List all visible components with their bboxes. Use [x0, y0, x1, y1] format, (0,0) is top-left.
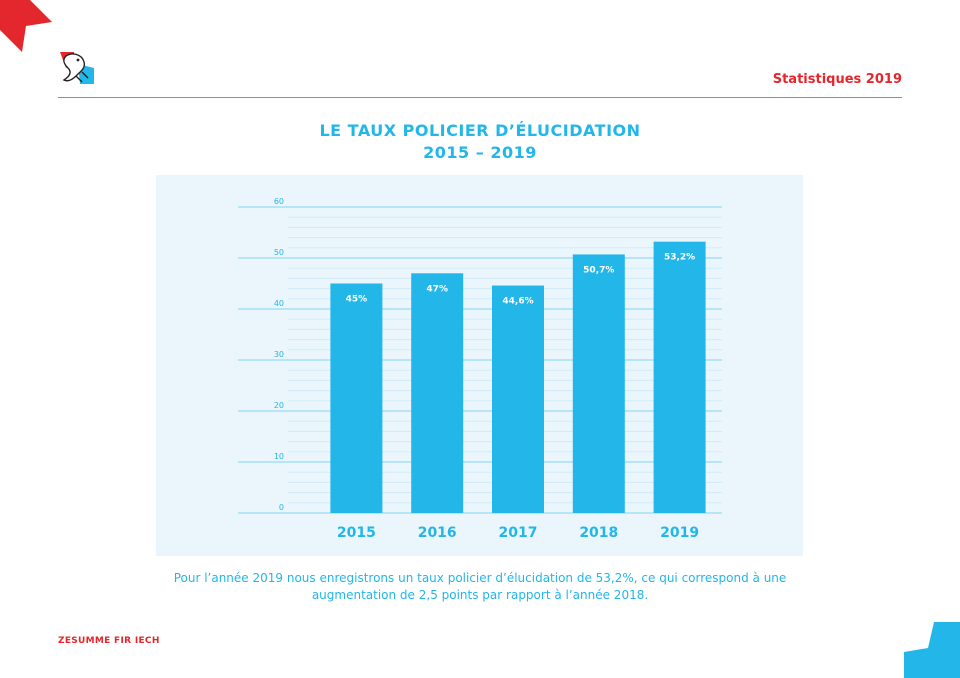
- y-tick-label: 60: [274, 197, 284, 206]
- bar-data-label: 45%: [346, 295, 368, 305]
- header-divider: [58, 97, 902, 98]
- chart-title-line-1: LE TAUX POLICIER D’ÉLUCIDATION: [319, 121, 641, 140]
- x-category-label: 2016: [418, 525, 457, 541]
- y-tick-label: 0: [279, 503, 284, 512]
- bar: [653, 241, 706, 513]
- bar-chart: 0 10 20 30 40 50 60 45% 2015 47% 2016 44,6% 2017 50,7…: [238, 197, 722, 541]
- bar: [572, 254, 625, 513]
- coat-of-arms-logo-icon: [60, 52, 94, 84]
- y-tick-label: 50: [274, 248, 284, 257]
- bar-data-label: 50,7%: [583, 265, 614, 275]
- x-category-label: 2018: [579, 525, 618, 541]
- x-category-label: 2015: [337, 525, 376, 541]
- corner-decoration-top-left: [0, 0, 52, 52]
- bar: [330, 283, 383, 513]
- corner-decoration-bottom-right: [904, 622, 960, 678]
- header-title: Statistiques 2019: [772, 72, 902, 87]
- footer-label: ZESUMME FIR IECH: [58, 636, 160, 646]
- x-category-label: 2017: [499, 525, 538, 541]
- y-tick-label: 10: [274, 452, 284, 461]
- x-category-label: 2019: [660, 525, 699, 541]
- chart-panel: 0 10 20 30 40 50 60 45% 2015 47% 2016 44,6% 2017 50,7…: [156, 175, 803, 556]
- y-tick-label: 30: [274, 350, 284, 359]
- bar-data-label: 44,6%: [502, 297, 533, 307]
- y-tick-label: 20: [274, 401, 284, 410]
- chart-caption: Pour l’année 2019 nous enregistrons un t…: [173, 571, 787, 602]
- bar: [492, 285, 544, 513]
- bar-data-label: 47%: [426, 284, 448, 294]
- chart-title: LE TAUX POLICIER D’ÉLUCIDATION 2015 – 20…: [0, 120, 960, 164]
- bar: [411, 273, 464, 513]
- y-tick-label: 40: [274, 299, 284, 308]
- chart-title-line-2: 2015 – 2019: [423, 143, 537, 162]
- bar-data-label: 53,2%: [664, 253, 695, 263]
